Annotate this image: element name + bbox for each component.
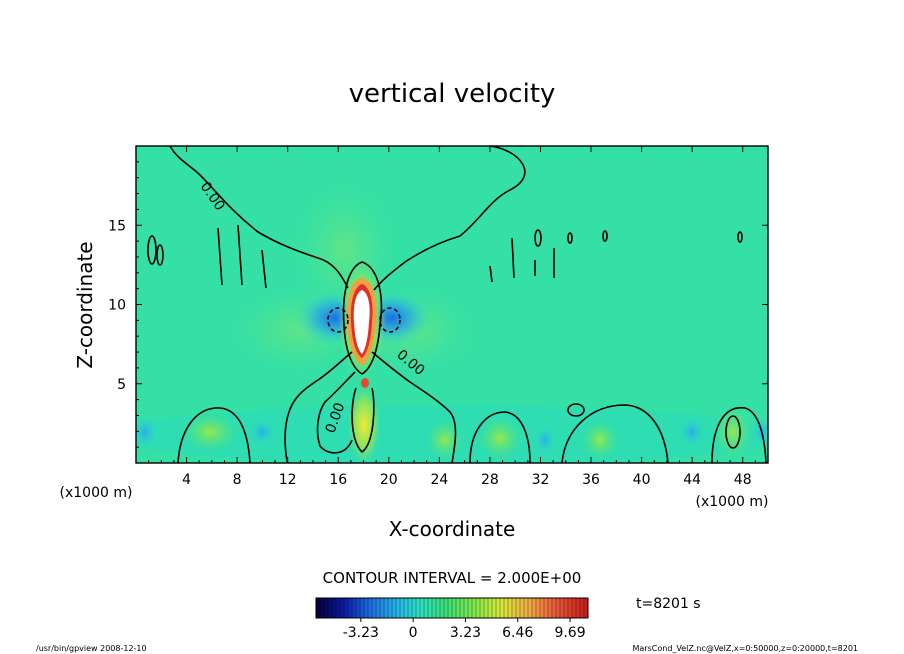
down-contour-right — [379, 307, 401, 333]
colorbar-tick-label: -3.23 — [343, 625, 379, 641]
zero-contour-left-diag — [284, 351, 353, 463]
cell-32km — [533, 424, 557, 456]
x-tick-label: 8 — [233, 472, 242, 488]
lower-red-spot — [361, 378, 369, 388]
zero-contour-left-inner — [316, 371, 356, 454]
x-tick-label: 36 — [582, 472, 600, 488]
x-tick-label: 12 — [279, 472, 297, 488]
cell-24km — [427, 420, 463, 460]
x-tick-label: 40 — [633, 472, 651, 488]
chart-title: vertical velocity — [349, 79, 556, 109]
blob-1 — [147, 235, 157, 265]
spike-3 — [261, 249, 267, 289]
time-label: t=8201 s — [636, 596, 701, 612]
plot-area: 0.00 0.00 0.00 — [136, 146, 768, 463]
updraft-outer-contour — [342, 261, 383, 375]
footer-right: MarsCond_VelZ.nc@VelZ,x=0:50000,z=0:2000… — [633, 644, 859, 653]
blob-4 — [567, 232, 573, 244]
x-tick-label: 4 — [182, 472, 191, 488]
cell-4km — [182, 412, 238, 452]
low-contour-b — [469, 411, 531, 463]
contour-interval: CONTOUR INTERVAL = 2.000E+00 — [323, 569, 582, 587]
x-tick-label: 16 — [329, 472, 347, 488]
cell-0km — [136, 414, 159, 450]
blob-2 — [156, 244, 164, 266]
colorbar-tick-label: 3.23 — [450, 625, 481, 641]
colorbar-stripes — [319, 598, 585, 618]
y-unit-right: (x1000 m) — [696, 494, 769, 510]
blob-5 — [602, 230, 608, 242]
contours — [147, 146, 767, 463]
cell-44km — [678, 416, 706, 448]
x-tick-label: 24 — [430, 472, 448, 488]
low-contour-d — [711, 406, 767, 463]
x-tick-label: 20 — [380, 472, 398, 488]
down-contour-left — [327, 307, 349, 333]
y-axis: 5 10 15 — [108, 161, 768, 448]
y-tick-label: 15 — [108, 218, 126, 234]
x-tick-label: 32 — [532, 472, 550, 488]
blob-7 — [567, 403, 585, 417]
spike-1 — [217, 227, 223, 286]
zero-contour-upper — [169, 146, 349, 289]
updraft-core — [353, 290, 370, 354]
low-contour-c — [561, 404, 669, 463]
zero-contour-right-diag — [371, 351, 457, 463]
blob-3 — [534, 229, 542, 247]
x-tick-label: 28 — [481, 472, 499, 488]
zero-contour-upper-right — [373, 146, 526, 291]
cell-47km — [713, 406, 753, 458]
low-contour-e — [725, 415, 741, 449]
blob-6 — [737, 231, 743, 243]
spike-2 — [237, 224, 243, 286]
colorbar-tick-label: 9.69 — [554, 625, 585, 641]
spike-5 — [511, 237, 515, 279]
x-tick-label: 44 — [683, 472, 701, 488]
colorbar-ticks: -3.23 0 3.23 6.46 9.69 — [343, 618, 586, 641]
colorbar-tick-label: 0 — [409, 625, 418, 641]
x-unit-left: (x1000 m) — [60, 485, 133, 501]
y-axis-label: Z-coordinate — [73, 241, 97, 368]
lower-updraft-contour — [351, 387, 375, 454]
footer-left: /usr/bin/gpview 2008-12-10 — [36, 644, 147, 653]
low-contour-a — [177, 407, 251, 463]
cell-28km — [478, 416, 522, 460]
y-tick-label: 5 — [117, 377, 126, 393]
cell-10km — [248, 418, 276, 446]
cell-36km — [582, 420, 618, 460]
spike-4 — [489, 265, 493, 283]
x-axis: 4 8 12 16 20 24 28 32 36 40 44 48 — [148, 146, 756, 488]
x-axis-label: X-coordinate — [389, 517, 516, 541]
colorbar-tick-label: 6.46 — [502, 625, 533, 641]
y-tick-label: 10 — [108, 298, 126, 314]
x-tick-label: 48 — [734, 472, 752, 488]
